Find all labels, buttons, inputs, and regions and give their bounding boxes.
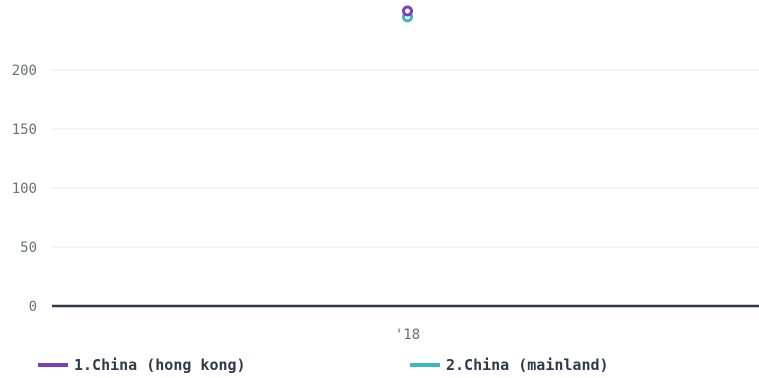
legend-swatch-series-2	[410, 363, 440, 367]
x-axis-ticks: '18	[395, 327, 420, 343]
chart: 0 50 100 150 200 '18	[12, 5, 759, 343]
y-tick-label: 50	[20, 240, 37, 256]
data-points	[402, 5, 413, 23]
y-axis-ticks: 0 50 100 150 200	[12, 63, 37, 315]
x-tick-label: '18	[395, 327, 420, 343]
y-tick-label: 150	[12, 122, 37, 138]
y-tick-label: 0	[29, 299, 37, 315]
gridlines	[52, 69, 759, 308]
legend-label-series-1: 1.China (hong kong)	[74, 356, 246, 374]
data-point-series-1[interactable]	[402, 5, 413, 17]
legend-item-series-1[interactable]: 1.China (hong kong)	[38, 356, 246, 374]
y-tick-label: 100	[12, 181, 37, 197]
legend-item-series-2[interactable]: 2.China (mainland)	[410, 356, 609, 374]
legend-label-series-2: 2.China (mainland)	[446, 356, 609, 374]
y-tick-label: 200	[12, 63, 37, 79]
legend-swatch-series-1	[38, 363, 68, 367]
